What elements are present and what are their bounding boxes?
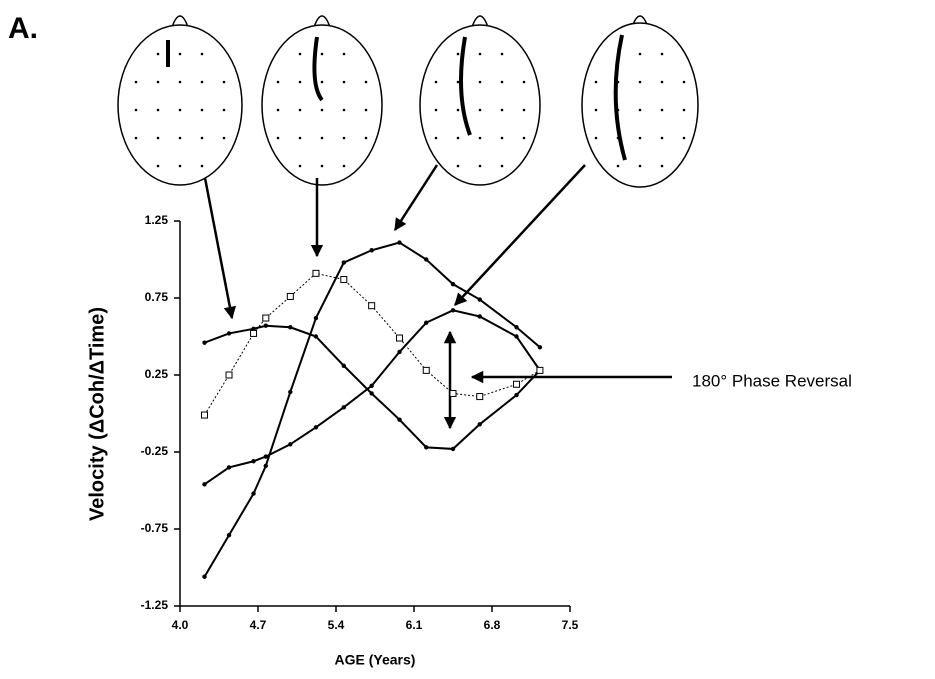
head-diagrams xyxy=(117,15,699,188)
data-point xyxy=(422,366,430,374)
data-point xyxy=(476,393,484,401)
data-point xyxy=(288,442,293,447)
data-point xyxy=(369,391,374,396)
data-point xyxy=(368,302,376,310)
data-point xyxy=(201,411,209,419)
data-point xyxy=(537,345,543,350)
data-point xyxy=(536,366,544,374)
y-tick-label: 1.25 xyxy=(145,213,169,227)
data-point xyxy=(250,329,258,337)
data-point xyxy=(313,334,319,339)
data-point xyxy=(513,380,521,388)
data-point xyxy=(263,323,268,328)
data-point xyxy=(202,574,207,579)
data-point xyxy=(369,383,374,388)
data-point xyxy=(251,459,256,464)
y-tick-label: -1.25 xyxy=(141,598,169,612)
series-line xyxy=(204,272,541,416)
data-point xyxy=(202,340,207,345)
data-point xyxy=(226,465,232,470)
x-tick-label: 4.7 xyxy=(250,618,267,632)
data-point xyxy=(226,331,232,336)
panel-label: A. xyxy=(8,12,38,45)
y-tick-label: 0.25 xyxy=(145,367,169,381)
data-point xyxy=(450,281,456,287)
data-point xyxy=(263,454,268,459)
data-point xyxy=(514,392,519,398)
data-point xyxy=(396,334,404,342)
data-point xyxy=(450,308,456,313)
data-point xyxy=(251,491,256,496)
data-point xyxy=(514,325,519,330)
y-tick-label: -0.25 xyxy=(141,444,169,458)
data-point xyxy=(477,314,482,319)
data-point xyxy=(312,269,320,277)
data-point xyxy=(397,349,402,355)
data-point xyxy=(288,325,293,330)
data-point xyxy=(262,314,270,322)
annotation: 180° Phase Reversal xyxy=(692,371,852,390)
y-axis-label: Velocity (ΔCoh/ΔTime) xyxy=(86,307,108,521)
x-tick-label: 6.8 xyxy=(484,618,501,632)
data-point xyxy=(263,463,268,469)
series-line xyxy=(203,241,541,578)
data-point xyxy=(288,389,293,395)
data-point xyxy=(341,405,346,410)
data-point xyxy=(424,257,429,262)
y-tick-label: 0.75 xyxy=(145,290,169,304)
data-point xyxy=(340,276,348,284)
data-point xyxy=(313,315,319,321)
x-tick-label: 5.4 xyxy=(328,618,345,632)
arrows xyxy=(203,164,672,430)
data-point xyxy=(341,363,346,368)
x-tick-label: 6.1 xyxy=(406,618,423,632)
data-point xyxy=(450,446,456,452)
data-point xyxy=(202,482,207,487)
data-point xyxy=(514,334,519,339)
data-point xyxy=(313,425,319,430)
data-point xyxy=(424,445,429,450)
data-point xyxy=(477,297,482,302)
data-point xyxy=(449,389,457,397)
data-point xyxy=(477,422,482,427)
data-point xyxy=(397,240,402,245)
x-axis-label: AGE (Years) xyxy=(335,652,416,668)
data-point xyxy=(397,417,402,422)
data-point xyxy=(225,371,233,379)
data-point xyxy=(424,320,429,325)
data-point xyxy=(226,532,232,538)
data-point xyxy=(286,292,294,300)
x-tick-label: 7.5 xyxy=(562,618,579,632)
data-point xyxy=(341,260,346,265)
data-point xyxy=(369,248,374,253)
data-point xyxy=(251,326,256,331)
y-tick-label: -0.75 xyxy=(141,521,169,535)
x-tick-label: 4.0 xyxy=(172,618,189,632)
